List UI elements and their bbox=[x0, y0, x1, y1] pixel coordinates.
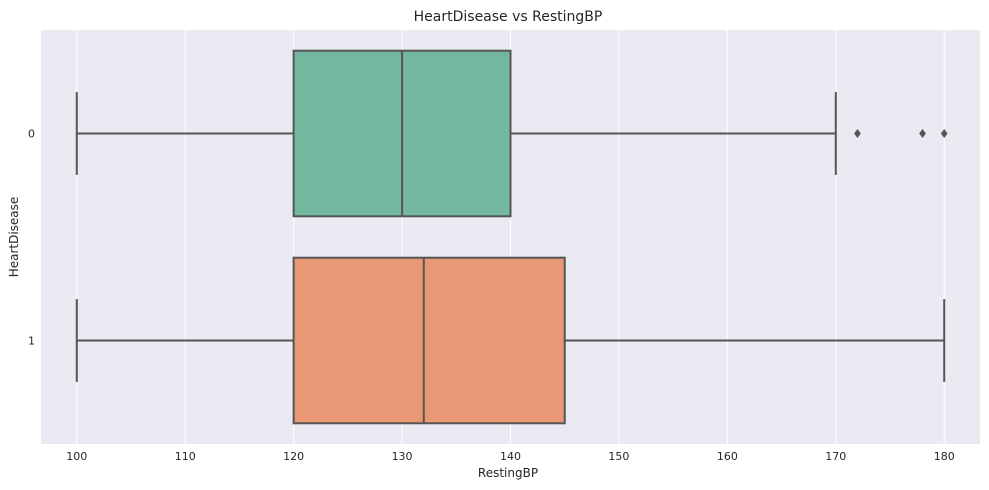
x-tick-label: 140 bbox=[500, 450, 521, 463]
outlier-point bbox=[940, 129, 948, 138]
y-ticks: 01 bbox=[28, 128, 35, 348]
box-group-0 bbox=[75, 49, 948, 218]
x-axis-label: RestingBP bbox=[478, 466, 538, 480]
x-ticks: 100 110 120 130 140 150 160 170 180 bbox=[66, 450, 954, 463]
outlier-point bbox=[854, 129, 861, 138]
x-tick-label: 110 bbox=[175, 450, 196, 463]
x-tick-label: 100 bbox=[66, 450, 87, 463]
x-tick-label: 130 bbox=[392, 450, 413, 463]
outlier-point bbox=[919, 129, 926, 138]
chart-title: HeartDisease vs RestingBP bbox=[414, 9, 603, 25]
y-tick-label: 1 bbox=[28, 335, 35, 348]
boxes bbox=[75, 49, 948, 425]
x-tick-label: 180 bbox=[934, 450, 955, 463]
y-tick-label: 0 bbox=[28, 128, 35, 141]
x-tick-label: 120 bbox=[283, 450, 304, 463]
box-group-1 bbox=[75, 256, 946, 425]
x-tick-label: 170 bbox=[825, 450, 846, 463]
box bbox=[292, 256, 566, 425]
x-tick-label: 160 bbox=[717, 450, 738, 463]
x-tick-label: 150 bbox=[608, 450, 629, 463]
y-axis-label: HeartDisease bbox=[7, 197, 21, 278]
